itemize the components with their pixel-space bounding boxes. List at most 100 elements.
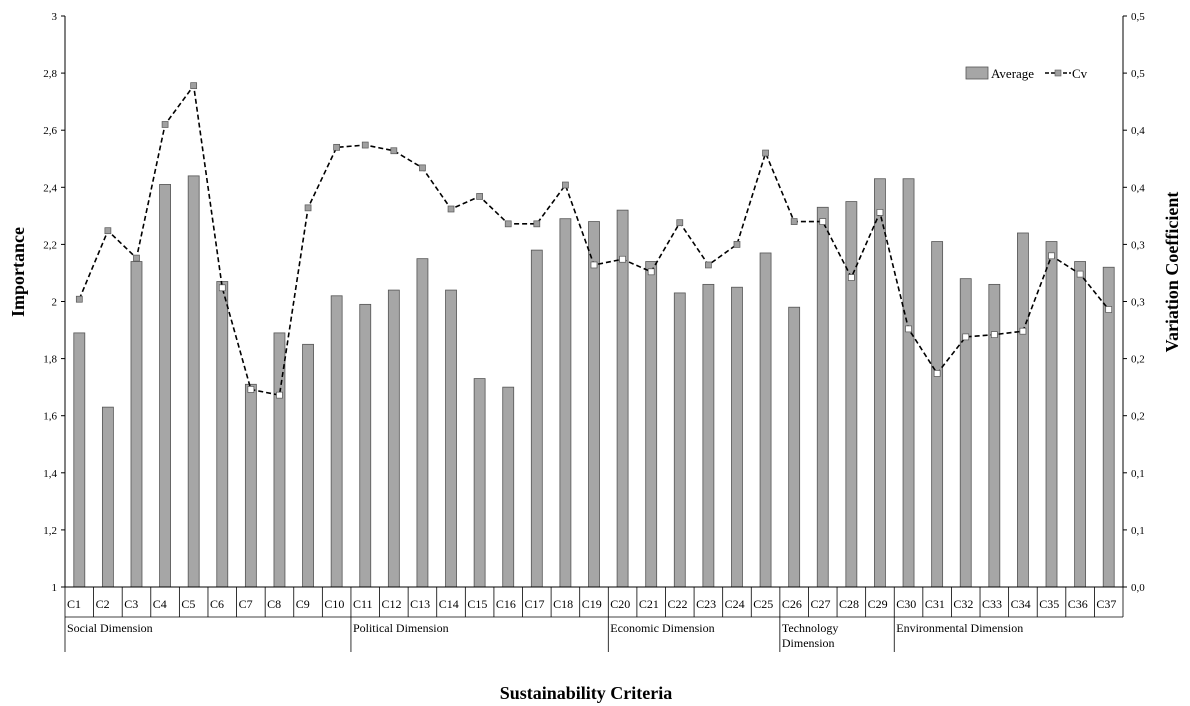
y-tick-label: 1,4 [43,468,57,480]
right-axis-group: 0,0 0,1 0,1 0,2 0,2 0,3 0,3 0,4 0,4 0,5 0,5 [1122,11,1145,594]
cv-point [676,219,684,227]
dimension-group: Social Dimension Political Dimension Econo… [64,617,1023,652]
category-label: C10 [324,597,344,611]
bar [387,289,400,588]
category-label: C17 [525,597,545,611]
bar [101,406,114,588]
dimension-label: Social Dimension [67,621,153,635]
cv-point [733,241,741,248]
y2-tick-label: 0,3 [1131,297,1145,309]
bar [759,252,772,588]
category-label: C7 [239,597,253,611]
cv-point [304,204,312,212]
category-label: C29 [868,597,888,611]
cv-point [504,220,512,228]
left-axis-group: 1 1,2 1,4 1,6 1,8 2 2,2 2,4 2,6 2,8 3 [43,11,66,594]
cv-point [247,386,255,393]
category-label: C33 [982,597,1002,611]
category-label: C31 [925,597,945,611]
category-label: C3 [124,597,138,611]
category-label: C22 [667,597,687,611]
cv-point [533,220,541,228]
category-label: C37 [1096,597,1116,611]
category-label: C16 [496,597,516,611]
y-tick-label: 2,8 [43,68,57,80]
dimension-label: Environmental Dimension [896,621,1023,635]
cv-point [990,331,998,338]
cv-point [905,325,912,333]
bar [187,175,200,588]
y-tick-label: 1,6 [43,411,57,423]
bar [273,332,286,588]
bar [330,295,343,588]
category-label: C32 [953,597,973,611]
y2-tick-label: 0,4 [1131,125,1145,137]
bar [302,343,314,588]
bar [988,283,1001,588]
y-tick-label: 1,2 [43,525,57,537]
category-label: C34 [1011,597,1031,611]
legend-bar-swatch [965,66,989,80]
category-label: C23 [696,597,716,611]
bar [445,289,457,588]
cv-point [562,181,569,189]
bar [673,292,686,588]
cv-point [819,218,827,225]
category-label: C15 [467,597,487,611]
cv-line-group [75,82,1113,399]
cv-point [619,255,626,263]
category-label: C30 [896,597,916,611]
y2-tick-label: 0,1 [1131,468,1145,480]
category-label: C2 [96,597,110,611]
cv-point [447,205,455,213]
y2-tick-label: 0,2 [1131,354,1145,366]
bar [959,278,972,588]
category-label: C8 [267,597,281,611]
bar [130,261,143,588]
bar [1017,232,1029,588]
category-label: C36 [1068,597,1088,611]
y-tick-label: 3 [52,11,58,23]
category-label: C5 [181,597,195,611]
cv-point [790,218,798,225]
cv-point [333,143,340,151]
cv-point [104,227,112,235]
cv-point [1105,306,1113,313]
bar [702,283,715,588]
category-label: C12 [382,597,402,611]
cv-point [361,141,369,149]
category-label: C28 [839,597,859,611]
cv-point [1076,270,1084,278]
bar [588,221,600,588]
category-label: C26 [782,597,802,611]
bar [530,249,543,588]
cv-point [962,333,970,341]
y2-tick-label: 0,3 [1131,239,1145,251]
bar [1074,261,1087,588]
bar [731,286,743,588]
category-label: C1 [67,597,81,611]
cv-point [1048,252,1055,260]
category-label: C11 [353,597,373,611]
y2-tick-label: 0,5 [1131,11,1145,23]
cv-point [276,391,283,399]
category-label: C14 [439,597,459,611]
legend: Average Cv [965,66,1088,81]
cv-point [647,268,655,276]
bar [473,378,486,588]
cv-point [218,284,226,292]
dimension-label: Technology Dimension [782,621,838,650]
category-label: C18 [553,597,573,611]
bar [244,383,257,588]
cv-point [75,295,83,303]
bar [559,218,572,588]
cv-point [848,274,855,281]
bar [845,201,858,588]
bar [645,261,658,588]
legend-line-marker [1054,69,1062,77]
y2-tick-label: 0,4 [1131,182,1145,194]
y2-tick-label: 0,5 [1131,68,1145,80]
bar [1045,241,1058,588]
cv-point [419,164,426,172]
